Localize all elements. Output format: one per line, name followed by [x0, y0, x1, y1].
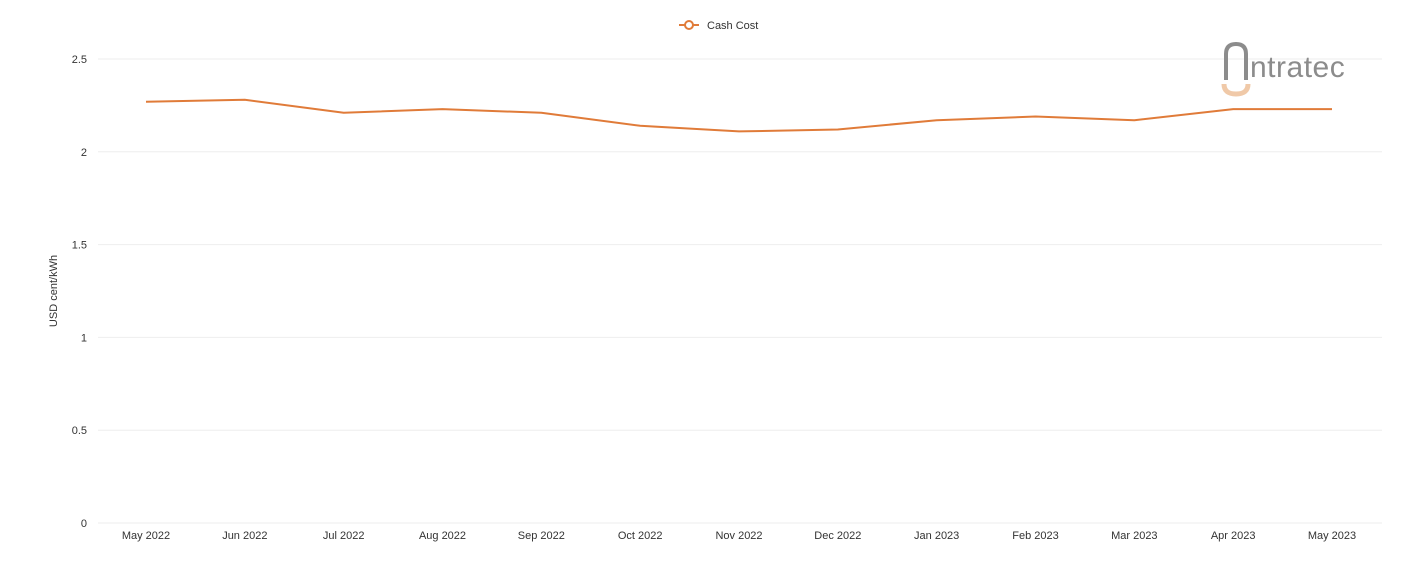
data-point[interactable] [635, 121, 645, 131]
y-tick-label: 2 [81, 147, 87, 159]
data-point[interactable] [339, 108, 349, 118]
x-tick-label: Jun 2022 [222, 530, 267, 542]
logo-accent-icon [1221, 83, 1251, 97]
y-tick-label: 0 [81, 518, 87, 530]
data-point[interactable] [240, 95, 250, 105]
x-tick-label: Aug 2022 [419, 530, 466, 542]
y-axis-title: USD cent/kWh [48, 255, 60, 327]
legend[interactable]: Cash Cost [679, 20, 758, 32]
data-point[interactable] [734, 126, 744, 136]
legend-label: Cash Cost [707, 20, 758, 32]
data-point[interactable] [438, 104, 448, 114]
x-tick-label: Apr 2023 [1211, 530, 1256, 542]
data-point[interactable] [932, 115, 942, 125]
x-tick-label: Mar 2023 [1111, 530, 1157, 542]
y-tick-label: 1 [81, 332, 87, 344]
data-point[interactable] [1031, 112, 1041, 122]
data-point[interactable] [536, 108, 546, 118]
data-point[interactable] [1129, 115, 1139, 125]
y-tick-label: 0.5 [72, 425, 87, 437]
legend-marker-icon [684, 20, 694, 30]
data-point[interactable] [1327, 104, 1337, 114]
y-tick-labels: 0 0.5 1 1.5 2 2.5 [72, 54, 87, 530]
x-tick-label: Sep 2022 [518, 530, 565, 542]
data-point[interactable] [833, 125, 843, 135]
x-tick-label: May 2023 [1308, 530, 1356, 542]
data-point[interactable] [141, 97, 151, 107]
gridlines [98, 58, 1382, 524]
x-tick-label: Jul 2022 [323, 530, 365, 542]
x-tick-label: Oct 2022 [618, 530, 663, 542]
logo-text: ntratec [1250, 51, 1345, 84]
y-tick-label: 2.5 [72, 54, 87, 66]
intratec-logo: ntratec [1221, 41, 1345, 97]
x-tick-label: Feb 2023 [1012, 530, 1058, 542]
x-tick-label: Dec 2022 [814, 530, 861, 542]
y-tick-label: 1.5 [72, 240, 87, 252]
x-tick-label: Jan 2023 [914, 530, 959, 542]
series-line-cash-cost [145, 98, 1332, 133]
data-points [141, 95, 1337, 137]
x-tick-labels: May 2022 Jun 2022 Jul 2022 Aug 2022 Sep 2022… [122, 530, 1356, 542]
x-tick-label: May 2022 [122, 530, 170, 542]
data-point[interactable] [1228, 104, 1238, 114]
x-tick-label: Nov 2022 [715, 530, 762, 542]
logo-mark-icon [1224, 41, 1248, 80]
